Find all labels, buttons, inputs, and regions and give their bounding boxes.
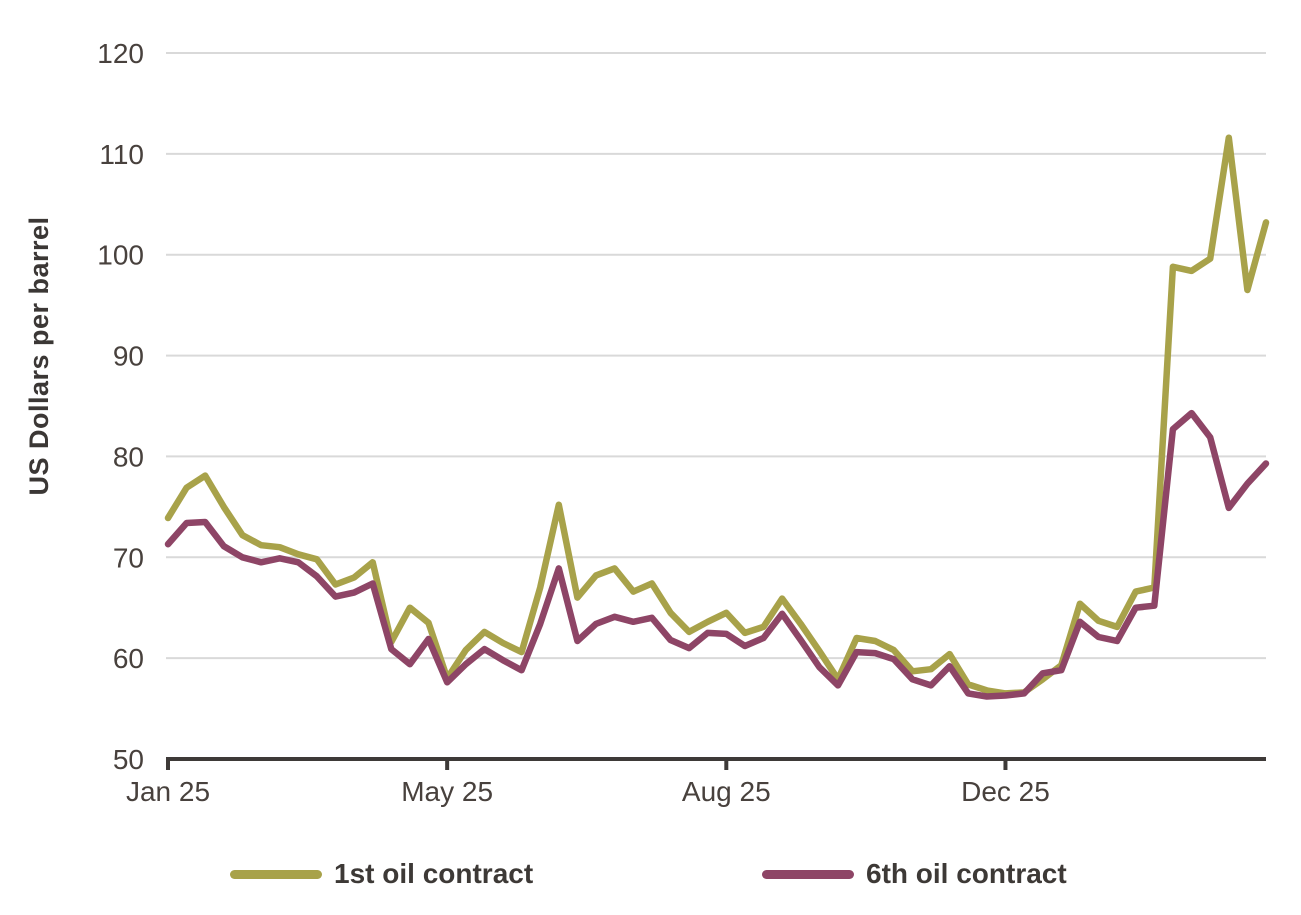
x-tick-label-aug-25: Aug 25 (682, 776, 771, 807)
y-tick-label-90: 90 (113, 341, 144, 372)
legend-item-6th-oil-contract: 6th oil contract (762, 858, 1067, 890)
series-lines (164, 134, 1270, 700)
x-tick-label-jan-25: Jan 25 (126, 776, 210, 807)
y-tick-labels: 50 60 70 80 90 100 110 120 (97, 38, 144, 775)
y-tick-label-110: 110 (99, 139, 144, 170)
y-tick-label-70: 70 (113, 542, 144, 573)
gridlines (166, 52, 1266, 660)
legend-swatch-1st-oil-contract (230, 869, 322, 879)
legend-item-1st-oil-contract: 1st oil contract (230, 858, 533, 890)
y-tick-label-100: 100 (97, 240, 144, 271)
y-tick-label-120: 120 (97, 38, 144, 69)
x-tick-label-dec-25: Dec 25 (961, 776, 1050, 807)
series-line-6th-oil-contract (164, 409, 1270, 700)
series-line-1st-oil-contract (164, 134, 1270, 697)
legend-label: 6th oil contract (866, 858, 1067, 889)
y-axis-title: US Dollars per barrel (24, 216, 54, 495)
x-tick-labels: Jan 25 May 25 Aug 25 Dec 25 (126, 776, 1050, 807)
y-tick-label-50: 50 (113, 744, 144, 775)
legend-swatch-6th-oil-contract (762, 869, 854, 879)
x-axis (166, 757, 1266, 770)
y-tick-label-60: 60 (113, 643, 144, 674)
x-tick-label-may-25: May 25 (401, 776, 493, 807)
y-tick-label-80: 80 (113, 441, 144, 472)
legend-label: 1st oil contract (334, 858, 534, 889)
